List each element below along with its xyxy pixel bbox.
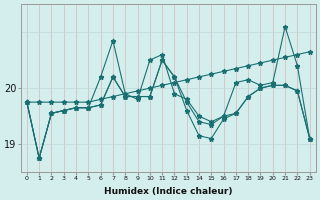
X-axis label: Humidex (Indice chaleur): Humidex (Indice chaleur) bbox=[104, 187, 233, 196]
